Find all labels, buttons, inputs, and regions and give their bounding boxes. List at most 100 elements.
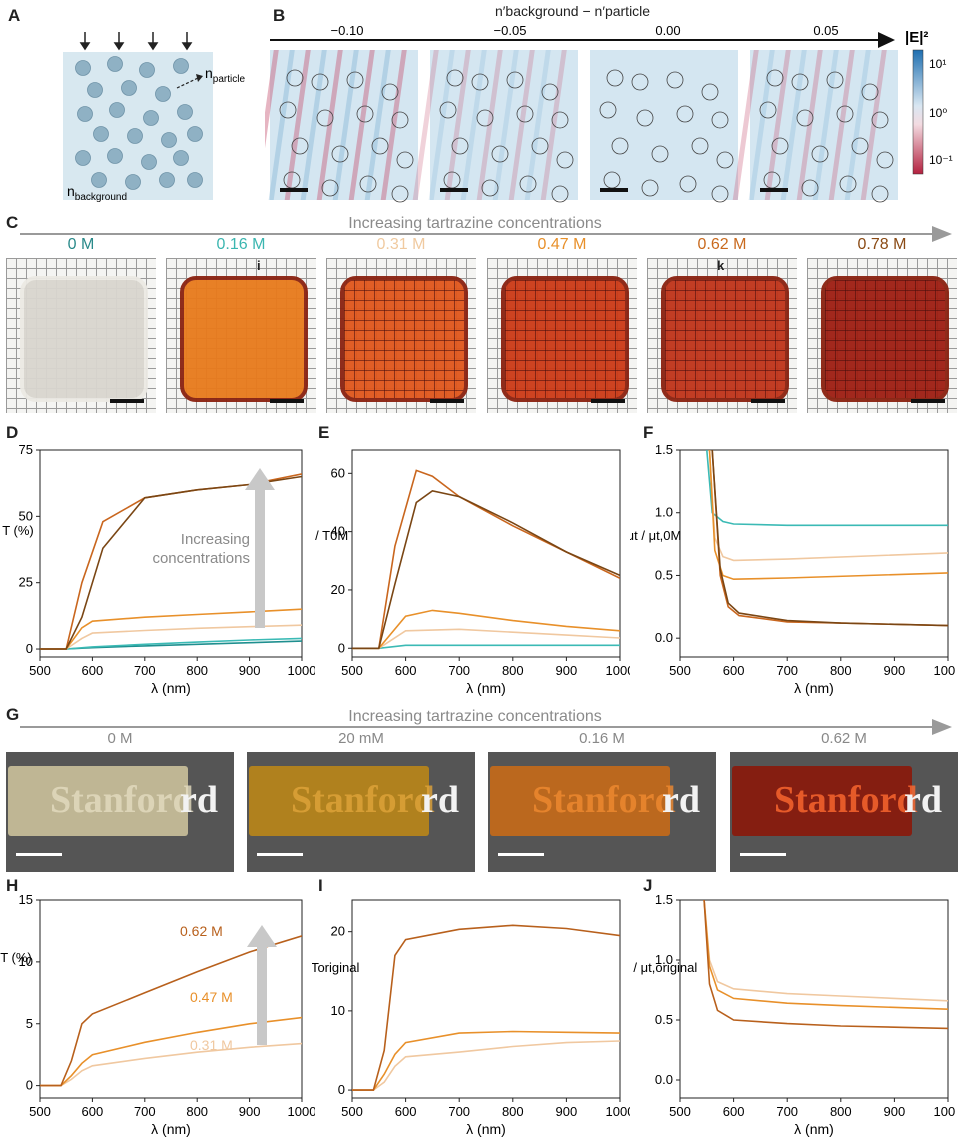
panel-label-j: J: [643, 876, 653, 895]
particle: [121, 80, 137, 96]
b-tick-1: −0.10: [331, 23, 364, 38]
increasing-annotation: Increasing concentrations: [150, 530, 250, 568]
particle: [75, 60, 91, 76]
x-axis-label: λ (nm): [151, 680, 191, 696]
series-line-3: [352, 609, 620, 650]
x-tick-label: 1000: [288, 1104, 315, 1119]
colorbar-tick-1: 10¹: [929, 57, 946, 71]
b-tick-2: −0.05: [494, 23, 527, 38]
particle: [107, 56, 123, 72]
mark-i: i: [257, 258, 261, 273]
panel-b-field-maps: −0.10 −0.05 0.00 0.05 |E|² 10¹ 10⁰ 10⁻¹: [265, 23, 953, 203]
panel-label-a: A: [8, 6, 21, 25]
chart-d: 500 600 700 800 900 1000 0 25 50 75 λ (nm) T (%): [2, 442, 315, 696]
x-axis-label: λ (nm): [151, 1121, 191, 1137]
particle: [187, 172, 203, 188]
particle: [91, 172, 107, 188]
scale-bar: [498, 853, 544, 856]
particle: [177, 104, 193, 120]
sample-photo: [487, 258, 637, 413]
concentration-label: 0.16 M: [579, 730, 625, 747]
particle: [159, 172, 175, 188]
y-tick-label: 1.0: [655, 505, 673, 520]
particle: [127, 128, 143, 144]
y-axis-label: T (%): [0, 950, 32, 965]
scale-bar: [600, 188, 628, 192]
x-tick-label: 800: [830, 1104, 852, 1119]
series-line-2: [703, 900, 948, 1010]
sample-photo: [6, 258, 156, 413]
x-tick-label: 900: [239, 663, 261, 678]
scale-bar: [740, 853, 786, 856]
y-tick-label: 0: [26, 641, 33, 656]
series-label: 0.47 M: [190, 989, 233, 1005]
particle: [75, 150, 91, 166]
scale-bar: [751, 399, 785, 403]
y-tick-label: 10: [331, 1003, 345, 1018]
particle: [161, 132, 177, 148]
stanford-text-tail: rd: [904, 779, 942, 821]
x-tick-label: 600: [723, 663, 745, 678]
panel-label-f: F: [643, 423, 654, 442]
panel-g-arrow-label: Increasing tartrazine concentrations: [348, 708, 601, 725]
series-line-2: [352, 1030, 620, 1091]
y-tick-label: 0: [338, 1082, 345, 1097]
plot-frame: [679, 449, 949, 658]
colorbar-title: |E|²: [905, 29, 928, 46]
x-tick-label: 1000: [934, 663, 955, 678]
series-line-4: [711, 450, 948, 627]
field-map-4: [732, 50, 898, 203]
chart-f: 500 600 700 800 900 1000 0.0 0.5 1.0 1.5 λ (nm) μt …: [630, 442, 955, 696]
y-tick-label: 5: [26, 1016, 33, 1031]
x-tick-label: 1000: [606, 663, 630, 678]
x-tick-label: 500: [669, 663, 691, 678]
particle: [173, 58, 189, 74]
annotation-line-2: concentrations: [152, 550, 250, 567]
particle: [155, 86, 171, 102]
x-tick-label: 1000: [288, 663, 315, 678]
n-background-label: nbackground: [67, 183, 127, 203]
x-tick-label: 900: [239, 1104, 261, 1119]
field-map-3: [590, 50, 738, 203]
chart-j: 500 600 700 800 900 1000 0.0 0.5 1.0 1.5 λ (nm) μt …: [630, 892, 955, 1137]
y-tick-label: 1.0: [655, 952, 673, 967]
panel-label-d: D: [6, 423, 19, 442]
x-tick-label: 600: [82, 663, 104, 678]
y-tick-label: 0.0: [655, 630, 673, 645]
mark-k: k: [717, 258, 725, 273]
y-tick-label: 40: [331, 524, 345, 539]
b-tick-4: 0.05: [813, 23, 838, 38]
panel-b-axis-title: n′background − n′particle: [495, 3, 651, 19]
y-axis-label: T / T0M: [312, 528, 348, 543]
panel-label-c: C: [6, 213, 19, 232]
series-line-2: [708, 450, 948, 562]
panel-label-e: E: [318, 423, 330, 442]
increasing-arrow-h: [247, 925, 277, 1045]
y-tick-label: 0.5: [655, 567, 673, 582]
scale-bar: [430, 399, 464, 403]
panel-label-g: G: [6, 705, 20, 724]
y-axis-label: T (%): [2, 523, 34, 538]
scale-bar: [280, 188, 308, 192]
chart-e: 500 600 700 800 900 1000 0 20 40 60 λ (nm) T / T0M: [312, 449, 630, 696]
x-tick-label: 500: [341, 663, 363, 678]
x-tick-label: 600: [82, 1104, 104, 1119]
y-tick-label: 0.5: [655, 1012, 673, 1027]
concentration-label: 0.16 M: [216, 236, 266, 253]
panel-c-arrow: Increasing tartrazine concentrations: [20, 215, 952, 242]
series-line-1: [706, 450, 948, 527]
panel-label-b: B: [273, 6, 286, 25]
axis-arrowhead: [878, 32, 895, 48]
plot-frame: [39, 899, 303, 1099]
x-tick-label: 500: [669, 1104, 691, 1119]
stanford-text-tail: rd: [180, 779, 218, 821]
x-tick-label: 800: [186, 1104, 208, 1119]
x-tick-label: 900: [556, 663, 578, 678]
x-tick-label: 900: [884, 663, 906, 678]
plot-frame: [351, 449, 621, 658]
sample-photo: [807, 258, 957, 413]
colorbar: [912, 49, 924, 175]
series-line-2: [40, 1016, 302, 1087]
stanford-text-tail: rd: [421, 779, 459, 821]
x-tick-label: 800: [830, 663, 852, 678]
